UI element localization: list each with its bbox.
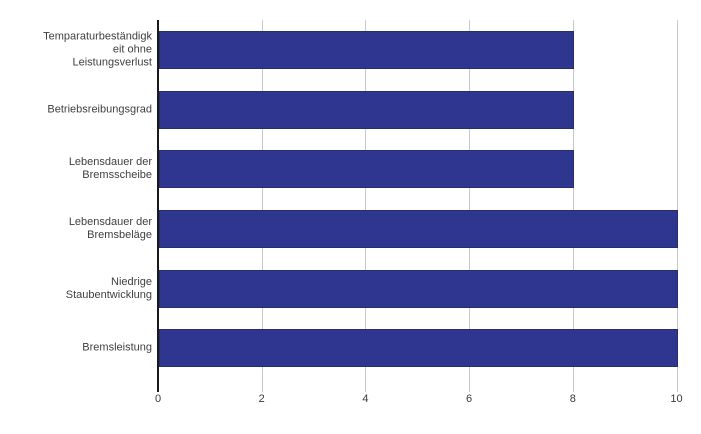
category-label-line: Bremsleistung	[82, 341, 152, 354]
bar-3	[159, 209, 678, 248]
category-label-0: Temparaturbeständigk eit ohne Leistungsver…	[0, 30, 152, 69]
category-label-line: Staubentwicklung	[65, 288, 152, 301]
bar-4	[159, 269, 678, 308]
category-label-5: Bremsleistung	[0, 342, 152, 355]
x-tick-label-4: 4	[362, 393, 369, 405]
category-axis-labels: Temparaturbeständigk eit ohne Leistungsver…	[0, 0, 152, 434]
gridline-x-6	[469, 20, 471, 392]
category-label-line: Lebensdauer der	[68, 215, 152, 228]
category-label-line: Bremsbeläge	[87, 228, 152, 241]
x-tick-label-10: 10	[670, 393, 683, 405]
bar-0	[159, 30, 574, 69]
gridline-x-2	[261, 20, 263, 392]
category-label-4: Niedrige Staubentwicklung	[0, 276, 152, 302]
category-label-2: Lebensdauer der Bremsscheibe	[0, 156, 152, 182]
gridline-x-10	[676, 20, 678, 392]
x-tick-label-0: 0	[154, 393, 162, 405]
y-axis-line	[157, 20, 159, 392]
category-label-line: Leistungsverlust	[72, 56, 153, 69]
gridline-x-8	[572, 20, 574, 392]
bar-2	[159, 150, 574, 189]
category-label-line: Lebensdauer der	[68, 156, 152, 169]
x-tick-label-6: 6	[466, 393, 473, 405]
bar-1	[159, 90, 574, 129]
x-tick-label-2: 2	[258, 393, 265, 405]
gridline-x-4	[365, 20, 367, 392]
x-axis-tick-labels: 0 2 4 6 8 10	[154, 392, 691, 408]
x-tick-label-8: 8	[569, 393, 576, 405]
category-label-3: Lebensdauer der Bremsbeläge	[0, 216, 152, 242]
category-label-line: Bremsscheibe	[82, 169, 152, 182]
category-label-line: Betriebsreibungsgrad	[47, 103, 152, 115]
category-label-line: Temparaturbeständigk	[43, 30, 152, 43]
category-label-1: Betriebsreibungsgrad	[0, 103, 152, 116]
plot-area	[157, 20, 691, 392]
category-label-line: Niedrige	[111, 275, 152, 288]
category-label-line: eit ohne	[112, 43, 152, 56]
bar-5	[159, 329, 678, 368]
